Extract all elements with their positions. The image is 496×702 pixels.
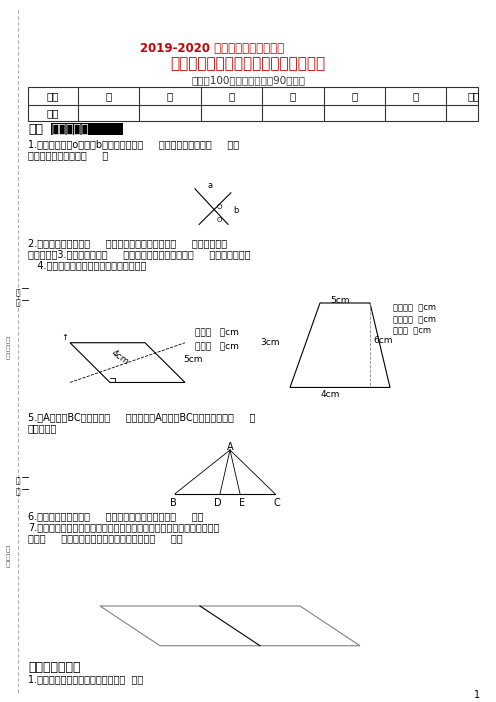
Text: 4cm: 4cm [320, 390, 340, 399]
Text: O: O [217, 204, 222, 210]
Text: 一: 一 [106, 91, 112, 101]
Text: 高是（  ）cm: 高是（ ）cm [393, 327, 431, 336]
Text: E: E [239, 498, 245, 508]
Text: 二、选择我真行: 二、选择我真行 [28, 661, 80, 674]
Text: D: D [214, 498, 222, 508]
Text: 5.点A到直线BC的距离是（     ）长度，点A到直线BC的四条线段中（     ）: 5.点A到直线BC的距离是（ ）长度，点A到直线BC的四条线段中（ ） [28, 412, 255, 423]
Text: 5cm: 5cm [330, 296, 350, 305]
Text: 底是（   ）cm: 底是（ ）cm [195, 328, 239, 337]
Text: 得分: 得分 [47, 108, 59, 118]
Bar [51, 123, 123, 135]
Text: 一、: 一、 [28, 123, 43, 136]
Text: a: a [207, 181, 213, 190]
Text: 5cm: 5cm [183, 355, 202, 364]
Text: 7.下图是用两个完全一样的两个梯形拼成的，这个平行四边形底相当于梯: 7.下图是用两个完全一样的两个梯形拼成的，这个平行四边形底相当于梯 [28, 522, 219, 533]
Text: 二: 二 [167, 91, 173, 101]
Text: b: b [233, 206, 239, 215]
Bar [28, 88, 478, 121]
Text: B: B [170, 498, 177, 508]
Text: O: O [217, 217, 222, 223]
Text: 装
订
线: 装 订 线 [6, 545, 10, 567]
Text: 直线的垂线，垂足是（     ）: 直线的垂线，垂足是（ ） [28, 150, 108, 160]
Text: 下底是（  ）cm: 下底是（ ）cm [393, 315, 436, 324]
Text: 六: 六 [413, 91, 419, 101]
Text: 高是（   ）cm: 高是（ ）cm [195, 343, 239, 352]
Text: 6.三角形最大的角是（     ）度，这个角的两边互相（     ）。: 6.三角形最大的角是（ ）度，这个角的两边互相（ ）。 [28, 512, 203, 522]
Text: 四: 四 [290, 91, 296, 101]
Text: 填空小能手: 填空小能手 [51, 123, 88, 136]
Text: C: C [274, 498, 280, 508]
Text: 上底是（  ）cm: 上底是（ ）cm [393, 303, 436, 312]
Text: 6cm: 6cm [373, 336, 392, 345]
Text: 4.写出下列平行四边形的底和高的长度。: 4.写出下列平行四边形的底和高的长度。 [28, 260, 146, 270]
Text: 装
订
线: 装 订 线 [6, 337, 10, 359]
Text: 2.过直线外一点可以（     ）条这条直线的垂线，有（     ）条这条直线: 2.过直线外一点可以（ ）条这条直线的垂线，有（ ）条这条直线 [28, 239, 227, 249]
Text: 1: 1 [474, 691, 480, 701]
Text: 2019-2020 第一学期期中检测试卷: 2019-2020 第一学期期中检测试卷 [140, 41, 284, 55]
Text: （满分100分，考试时间：90分钟）: （满分100分，考试时间：90分钟） [191, 76, 305, 86]
Text: 得
分: 得 分 [16, 288, 20, 307]
Text: 的平行线。3.平行四边形有（     ）组对边平行，梯形只有（     ）组对边平行。: 的平行线。3.平行四边形有（ ）组对边平行，梯形只有（ ）组对边平行。 [28, 249, 250, 259]
Text: 三: 三 [228, 91, 235, 101]
Text: 题号: 题号 [47, 91, 59, 101]
Text: 人教版四年级数学上册第五单元测试卷: 人教版四年级数学上册第五单元测试卷 [171, 57, 325, 72]
Text: 是最短的。: 是最短的。 [28, 423, 58, 433]
Text: 1.如右图，直线o和直线b相交成直角，（     ）是直线的垂线，（     ）是: 1.如右图，直线o和直线b相交成直角，（ ）是直线的垂线，（ ）是 [28, 139, 239, 149]
Text: 4cm: 4cm [110, 348, 130, 367]
Text: 填空小能手: 填空小能手 [52, 123, 89, 136]
Text: A: A [227, 442, 233, 452]
Text: ↑: ↑ [62, 333, 68, 343]
Text: 总分: 总分 [468, 91, 480, 101]
Text: 1.下面各组直线中，互相平行的是（  ）。: 1.下面各组直线中，互相平行的是（ ）。 [28, 675, 143, 684]
Text: 五: 五 [351, 91, 358, 101]
Text: 得
分: 得 分 [16, 477, 20, 496]
Text: 形的（     ），平行四边形的高相当于梯形的（     ）。: 形的（ ），平行四边形的高相当于梯形的（ ）。 [28, 534, 183, 543]
Text: 3cm: 3cm [260, 338, 280, 347]
